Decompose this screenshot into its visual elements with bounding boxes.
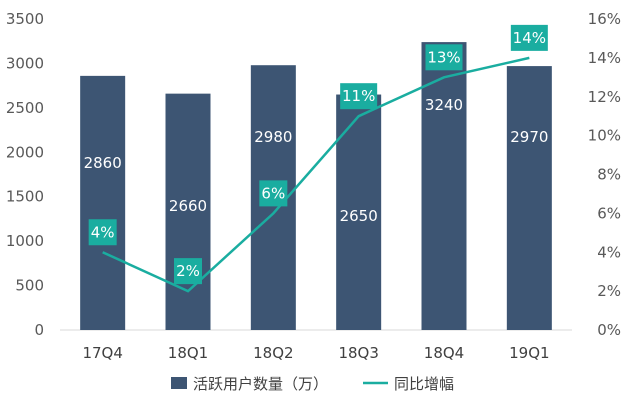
bar: [506, 66, 552, 330]
bar-value-label: 2660: [169, 197, 207, 215]
bar-value-label: 2980: [254, 128, 292, 146]
line-value-labels: 4% 2% 6% 11% 13% 14%: [88, 24, 548, 285]
category-label: 18Q3: [338, 344, 378, 362]
growth-line: [102, 56, 530, 293]
category-label: 17Q4: [82, 344, 122, 362]
line-label-box: [510, 24, 548, 51]
line-label-box: [259, 180, 288, 207]
right-axis-tick: 14%: [588, 49, 621, 67]
line-value-label: 14%: [513, 29, 546, 47]
right-axis-tick: 12%: [588, 88, 621, 106]
bar-value-label: 2650: [340, 207, 378, 225]
legend-bar-swatch: [171, 377, 187, 389]
line-value-label: 4%: [91, 223, 115, 241]
right-axis-tick: 10%: [588, 127, 621, 145]
line-value-label: 6%: [261, 184, 285, 202]
left-axis-tick: 500: [15, 277, 44, 295]
left-axis-tick: 0: [34, 321, 44, 339]
left-axis: 0 500 1000 1500 2000 2500 3000 3500: [6, 10, 44, 339]
growth-line-path: [102, 56, 530, 293]
legend: 活跃用户数量（万） 同比增幅: [171, 375, 454, 393]
line-value-label: 2%: [176, 262, 200, 280]
right-axis-tick: 0%: [597, 321, 621, 339]
category-label: 18Q1: [168, 344, 208, 362]
category-label: 18Q2: [253, 344, 293, 362]
right-axis-tick: 2%: [597, 282, 621, 300]
legend-line-label: 同比增幅: [394, 375, 454, 393]
line-label-box: [88, 219, 117, 246]
left-axis-tick: 2500: [6, 99, 44, 117]
line-label-box: [174, 258, 202, 285]
line-value-label: 13%: [427, 48, 460, 66]
bar-value-label: 2970: [510, 128, 548, 146]
line-value-label: 11%: [342, 87, 375, 105]
bars: [80, 42, 552, 331]
right-axis: 0% 2% 4% 6% 8% 10% 12% 14% 16%: [588, 10, 621, 339]
bar-value-label: 2860: [84, 154, 122, 172]
right-axis-tick: 8%: [597, 166, 621, 184]
left-axis-tick: 3500: [6, 10, 44, 28]
left-axis-tick: 1000: [6, 232, 44, 250]
category-label: 19Q1: [509, 344, 549, 362]
bar: [421, 42, 467, 331]
right-axis-tick: 4%: [597, 243, 621, 261]
line-label-box: [425, 44, 463, 71]
line-label-box: [340, 83, 378, 110]
bar-value-labels: 2860 2660 2980 2650 3240 2970: [84, 96, 549, 225]
bar-value-label: 3240: [425, 96, 463, 114]
left-axis-tick: 1500: [6, 188, 44, 206]
right-axis-tick: 16%: [588, 10, 621, 28]
category-label: 18Q4: [424, 344, 464, 362]
category-labels: 17Q4 18Q1 18Q2 18Q3 18Q4 19Q1: [82, 344, 549, 362]
left-axis-tick: 3000: [6, 54, 44, 72]
bar: [80, 75, 126, 331]
left-axis-tick: 2000: [6, 143, 44, 161]
right-axis-tick: 6%: [597, 204, 621, 222]
legend-bar-label: 活跃用户数量（万）: [193, 375, 328, 393]
